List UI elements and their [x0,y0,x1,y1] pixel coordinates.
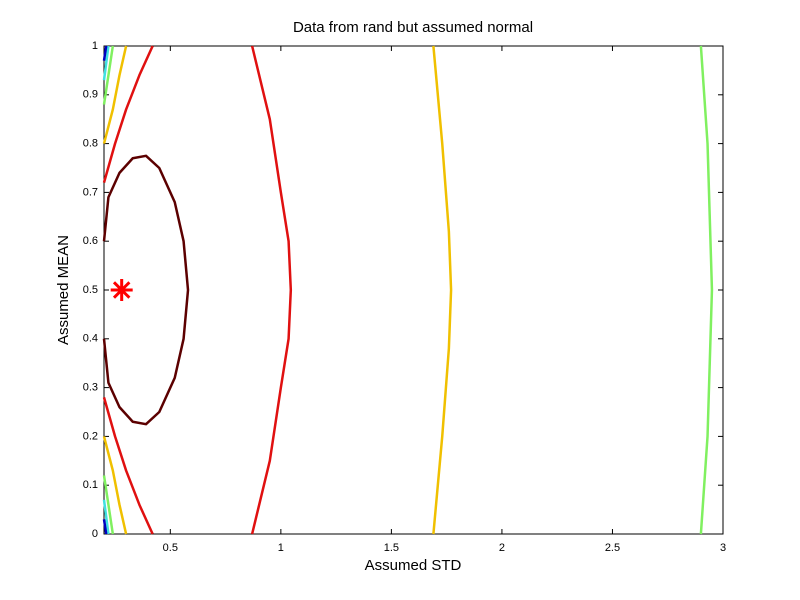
best-fit-marker [110,279,133,301]
y-tick-label: 0.2 [83,430,98,442]
y-tick-label: 0.1 [83,479,98,491]
y-tick-label: 0.8 [83,138,98,150]
contour-line [102,45,293,535]
plot-frame [103,45,724,535]
contour-line [102,45,110,535]
x-tick-label: 1.5 [384,542,399,554]
y-tick-label: 0.9 [83,89,98,101]
x-tick-label: 0.5 [163,542,178,554]
y-tick-label: 0 [92,528,98,540]
contour-line [102,154,190,426]
contour-line [102,45,453,535]
x-tick-label: 3 [720,542,726,554]
x-axis-label: Assumed STD [365,557,462,574]
y-tick-label: 0.4 [83,333,98,345]
y-tick-label: 0.7 [83,186,98,198]
contour-line [102,45,108,535]
x-tick-label: 2.5 [605,542,620,554]
x-tick-label: 1 [278,542,284,554]
y-tick-label: 0.6 [83,235,98,247]
y-axis-label: Assumed MEAN [55,235,72,345]
y-tick-label: 1 [92,40,98,52]
x-tick-label: 2 [499,542,505,554]
chart-title: Data from rand but assumed normal [293,19,533,36]
y-tick-label: 0.3 [83,382,98,394]
contour-line [102,45,714,535]
y-tick-label: 0.5 [83,284,98,296]
